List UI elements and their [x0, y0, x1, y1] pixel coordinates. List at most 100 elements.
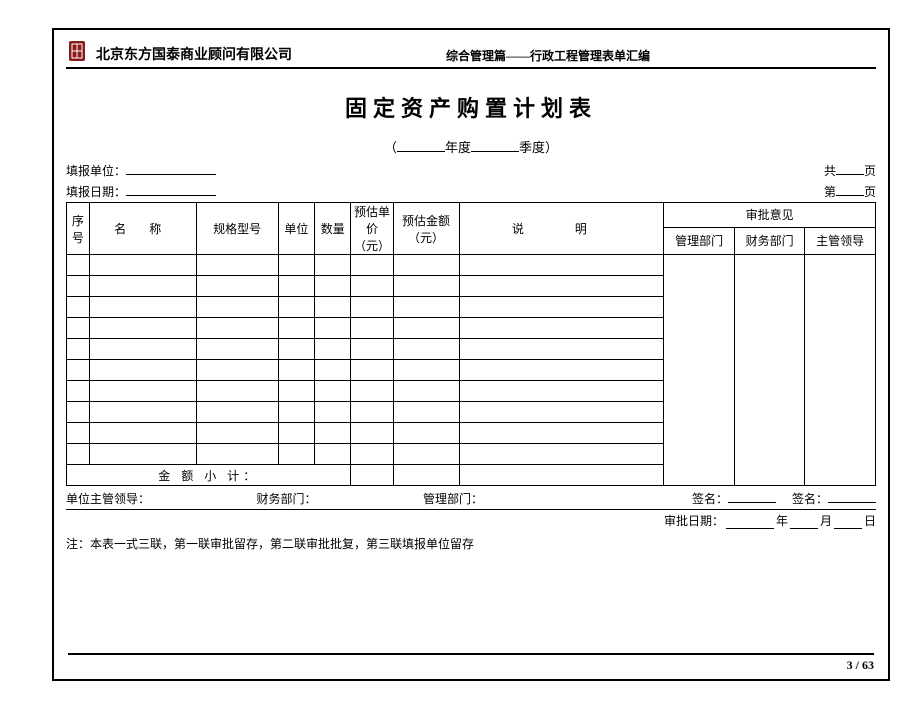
- table-cell[interactable]: [196, 339, 278, 360]
- table-cell[interactable]: [196, 444, 278, 465]
- approval-leader-cell[interactable]: [805, 255, 876, 486]
- table-cell[interactable]: [315, 402, 351, 423]
- table-cell[interactable]: [459, 402, 664, 423]
- table-cell[interactable]: [278, 402, 314, 423]
- table-cell[interactable]: [351, 381, 393, 402]
- table-cell[interactable]: [351, 402, 393, 423]
- table-cell[interactable]: [196, 423, 278, 444]
- table-cell[interactable]: [67, 318, 90, 339]
- quarter-blank[interactable]: [471, 140, 519, 152]
- table-cell[interactable]: [459, 297, 664, 318]
- subtotal-cell[interactable]: [459, 465, 664, 486]
- table-cell[interactable]: [89, 381, 196, 402]
- table-cell[interactable]: [459, 318, 664, 339]
- sig-blank-1[interactable]: [728, 491, 776, 503]
- table-cell[interactable]: [393, 444, 459, 465]
- table-cell[interactable]: [196, 360, 278, 381]
- table-cell[interactable]: [278, 276, 314, 297]
- report-date-blank[interactable]: [126, 184, 216, 196]
- table-cell[interactable]: [196, 318, 278, 339]
- table-cell[interactable]: [67, 402, 90, 423]
- table-cell[interactable]: [196, 381, 278, 402]
- table-cell[interactable]: [89, 402, 196, 423]
- sig-blank-2[interactable]: [828, 491, 876, 503]
- table-cell[interactable]: [278, 423, 314, 444]
- table-cell[interactable]: [459, 276, 664, 297]
- table-cell[interactable]: [351, 318, 393, 339]
- table-cell[interactable]: [393, 255, 459, 276]
- approval-mgmt-cell[interactable]: [664, 255, 735, 486]
- table-cell[interactable]: [315, 444, 351, 465]
- table-cell[interactable]: [315, 423, 351, 444]
- table-cell[interactable]: [393, 339, 459, 360]
- table-cell[interactable]: [315, 255, 351, 276]
- approval-fin-cell[interactable]: [734, 255, 805, 486]
- table-cell[interactable]: [315, 381, 351, 402]
- subtotal-cell[interactable]: [351, 465, 393, 486]
- table-cell[interactable]: [351, 297, 393, 318]
- table-cell[interactable]: [278, 318, 314, 339]
- approve-month-blank[interactable]: [790, 512, 818, 529]
- table-cell[interactable]: [89, 339, 196, 360]
- table-cell[interactable]: [67, 381, 90, 402]
- table-cell[interactable]: [67, 444, 90, 465]
- approve-day-blank[interactable]: [834, 512, 862, 529]
- table-cell[interactable]: [89, 360, 196, 381]
- company-logo-icon: [66, 38, 88, 64]
- table-cell[interactable]: [67, 297, 90, 318]
- table-cell[interactable]: [315, 360, 351, 381]
- table-cell[interactable]: [67, 339, 90, 360]
- table-cell[interactable]: [351, 339, 393, 360]
- table-cell[interactable]: [351, 360, 393, 381]
- table-cell[interactable]: [67, 360, 90, 381]
- table-cell[interactable]: [196, 255, 278, 276]
- table-cell[interactable]: [278, 339, 314, 360]
- table-cell[interactable]: [315, 276, 351, 297]
- table-cell[interactable]: [459, 255, 664, 276]
- table-cell[interactable]: [351, 255, 393, 276]
- table-cell[interactable]: [393, 276, 459, 297]
- table-cell[interactable]: [459, 423, 664, 444]
- table-cell[interactable]: [315, 318, 351, 339]
- table-cell[interactable]: [459, 360, 664, 381]
- table-cell[interactable]: [67, 255, 90, 276]
- table-cell[interactable]: [278, 444, 314, 465]
- total-pages-blank[interactable]: [836, 163, 864, 175]
- table-cell[interactable]: [89, 276, 196, 297]
- table-cell[interactable]: [67, 276, 90, 297]
- table-cell[interactable]: [278, 297, 314, 318]
- table-cell[interactable]: [393, 297, 459, 318]
- table-cell[interactable]: [315, 297, 351, 318]
- table-cell[interactable]: [278, 360, 314, 381]
- table-cell[interactable]: [196, 276, 278, 297]
- table-cell[interactable]: [459, 339, 664, 360]
- table-cell[interactable]: [459, 444, 664, 465]
- subtotal-cell[interactable]: [393, 465, 459, 486]
- table-cell[interactable]: [89, 444, 196, 465]
- table-cell[interactable]: [351, 444, 393, 465]
- table-cell[interactable]: [393, 381, 459, 402]
- year-blank[interactable]: [397, 140, 445, 152]
- table-cell[interactable]: [196, 297, 278, 318]
- current-page-blank[interactable]: [836, 184, 864, 196]
- col-approval-leader: 主管领导: [805, 227, 876, 254]
- table-cell[interactable]: [67, 423, 90, 444]
- table-cell[interactable]: [393, 423, 459, 444]
- table-cell[interactable]: [393, 360, 459, 381]
- table-cell[interactable]: [278, 381, 314, 402]
- table-cell[interactable]: [393, 402, 459, 423]
- table-cell[interactable]: [459, 381, 664, 402]
- table-cell[interactable]: [351, 423, 393, 444]
- table-cell[interactable]: [393, 318, 459, 339]
- table-cell[interactable]: [278, 255, 314, 276]
- approve-year-blank[interactable]: [726, 512, 774, 529]
- table-cell[interactable]: [89, 423, 196, 444]
- table-cell[interactable]: [315, 339, 351, 360]
- table-cell[interactable]: [351, 276, 393, 297]
- table-cell[interactable]: [89, 255, 196, 276]
- document-frame: 北京东方国泰商业顾问有限公司 综合管理篇——行政工程管理表单汇编 固定资产购置计…: [52, 28, 890, 681]
- report-unit-blank[interactable]: [126, 163, 216, 175]
- table-cell[interactable]: [89, 318, 196, 339]
- table-cell[interactable]: [196, 402, 278, 423]
- table-cell[interactable]: [89, 297, 196, 318]
